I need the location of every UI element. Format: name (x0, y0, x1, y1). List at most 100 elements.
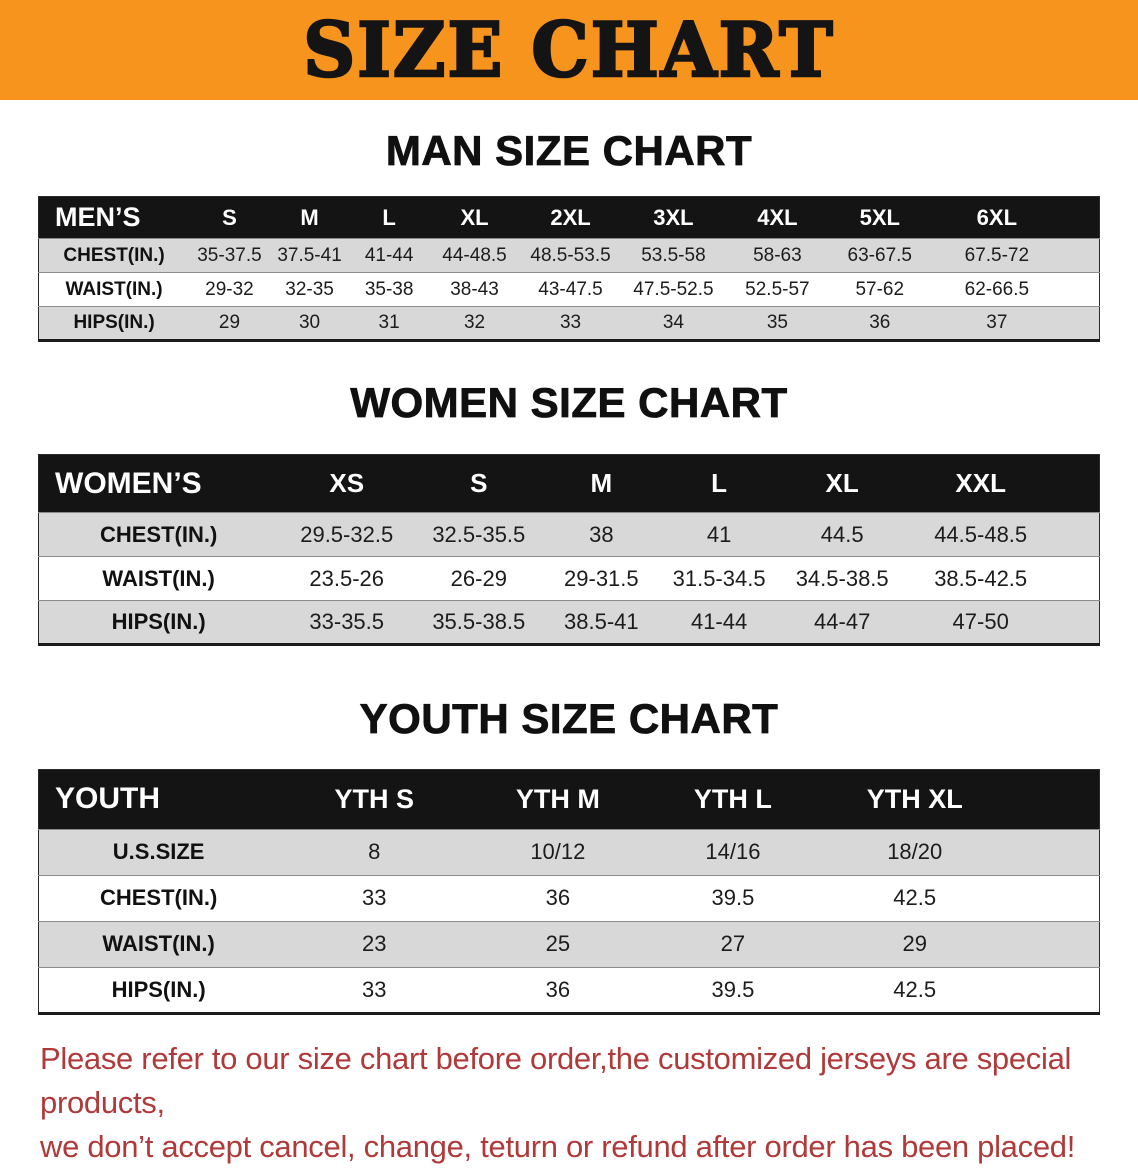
measurement-value: 27 (645, 920, 821, 968)
size-column-header: XS (278, 454, 416, 513)
measurement-value: 44.5-48.5 (906, 512, 1100, 557)
measurement-row: U.S.SIZE 8 10/12 14/16 18/20 (38, 828, 1100, 876)
measurement-value: 58-63 (725, 238, 829, 273)
measurement-value: 36 (470, 966, 646, 1014)
youth-size-section: YOUTH SIZE CHART YOUTH YTH S YTH M YTH L YTH… (38, 695, 1100, 1015)
size-column-header: 3XL (620, 196, 726, 239)
measurement-row: CHEST(IN.) 35-37.5 37.5-41 41-44 44-48.5 48.5… (38, 238, 1100, 273)
women-size-section: WOMEN SIZE CHART WOMEN’S XS S M L XL XXL CHEST(… (38, 379, 1100, 647)
measurement-value: 38.5-41 (542, 600, 661, 645)
size-column-header: YTH L (645, 769, 821, 830)
measurement-label: CHEST(IN.) (38, 238, 190, 273)
banner: SIZE CHART (0, 0, 1138, 100)
measurement-value: 43-47.5 (520, 272, 621, 307)
disclaimer: Please refer to our size chart before or… (38, 1037, 1100, 1169)
measurement-value: 32 (428, 306, 521, 341)
table-title-cell: YOUTH (38, 769, 279, 830)
measurement-value: 44.5 (777, 512, 907, 557)
measurement-value: 33 (278, 966, 471, 1014)
youth-section-heading: YOUTH SIZE CHART (359, 695, 779, 743)
measurement-value: 31 (349, 306, 429, 341)
measurement-value: 47.5-52.5 (620, 272, 726, 307)
measurement-row: CHEST(IN.) 29.5-32.5 32.5-35.5 38 41 44.5 44.5… (38, 512, 1100, 557)
measurement-label: WAIST(IN.) (38, 272, 190, 307)
measurement-value: 8 (278, 828, 471, 876)
size-column-header: 2XL (520, 196, 621, 239)
measurement-value: 42.5 (820, 966, 1100, 1014)
size-column-header: XL (777, 454, 907, 513)
header-row: YOUTH YTH S YTH M YTH L YTH XL (38, 769, 1100, 830)
measurement-value: 39.5 (645, 966, 821, 1014)
measurement-value: 34.5-38.5 (777, 556, 907, 601)
content: MAN SIZE CHART MEN’S S M L XL 2XL 3XL 4XL 5XL 6XL… (0, 127, 1138, 1169)
measurement-value: 53.5-58 (620, 238, 726, 273)
size-column-header: YTH M (470, 769, 646, 830)
youth-size-table: YOUTH YTH S YTH M YTH L YTH XL U.S.SIZE 8 10/12… (38, 768, 1100, 1015)
women-size-table: WOMEN’S XS S M L XL XXL CHEST(IN.) 29.5-32.5 32.5… (38, 454, 1100, 647)
measurement-row: HIPS(IN.) 29 30 31 32 33 34 35 36 37 (38, 306, 1100, 341)
women-section-heading: WOMEN SIZE CHART (350, 379, 788, 427)
measurement-value: 39.5 (645, 874, 821, 922)
men-size-section: MAN SIZE CHART MEN’S S M L XL 2XL 3XL 4XL 5XL 6XL… (38, 127, 1100, 343)
measurement-value: 29 (820, 920, 1100, 968)
measurement-value: 37.5-41 (269, 238, 350, 273)
measurement-value: 29 (189, 306, 270, 341)
measurement-value: 31.5-34.5 (660, 556, 778, 601)
header-row: MEN’S S M L XL 2XL 3XL 4XL 5XL 6XL (38, 196, 1100, 239)
measurement-value: 57-62 (828, 272, 931, 307)
measurement-value: 67.5-72 (930, 238, 1100, 273)
measurement-value: 38-43 (428, 272, 521, 307)
measurement-value: 38.5-42.5 (906, 556, 1100, 601)
measurement-value: 52.5-57 (725, 272, 829, 307)
measurement-value: 44-48.5 (428, 238, 521, 273)
measurement-label: U.S.SIZE (38, 828, 279, 876)
measurement-row: WAIST(IN.) 29-32 32-35 35-38 38-43 43-47.5 47.… (38, 272, 1100, 307)
size-column-header: YTH S (278, 769, 471, 830)
measurement-value: 36 (828, 306, 931, 341)
measurement-value: 62-66.5 (930, 272, 1100, 307)
measurement-row: WAIST(IN.) 23 25 27 29 (38, 920, 1100, 968)
table-title-cell: WOMEN’S (38, 454, 279, 513)
measurement-label: CHEST(IN.) (38, 512, 279, 557)
measurement-row: WAIST(IN.) 23.5-26 26-29 29-31.5 31.5-34.5 34… (38, 556, 1100, 601)
measurement-value: 33 (520, 306, 621, 341)
measurement-value: 41 (660, 512, 778, 557)
measurement-value: 41-44 (660, 600, 778, 645)
measurement-value: 35-38 (349, 272, 429, 307)
measurement-value: 35.5-38.5 (415, 600, 543, 645)
size-column-header: XL (428, 196, 521, 239)
measurement-row: CHEST(IN.) 33 36 39.5 42.5 (38, 874, 1100, 922)
measurement-row: HIPS(IN.) 33 36 39.5 42.5 (38, 966, 1100, 1014)
size-column-header: S (189, 196, 270, 239)
measurement-value: 42.5 (820, 874, 1100, 922)
size-column-header: M (269, 196, 350, 239)
measurement-value: 33 (278, 874, 471, 922)
measurement-label: HIPS(IN.) (38, 306, 190, 341)
size-column-header: M (542, 454, 661, 513)
disclaimer-line-2: we don’t accept cancel, change, teturn o… (40, 1128, 1076, 1164)
measurement-label: HIPS(IN.) (38, 600, 279, 645)
measurement-value: 14/16 (645, 828, 821, 876)
size-column-header: L (349, 196, 429, 239)
measurement-label: WAIST(IN.) (38, 920, 279, 968)
disclaimer-line-1: Please refer to our size chart before or… (40, 1040, 1072, 1120)
size-column-header: XXL (906, 454, 1100, 513)
size-column-header: 6XL (930, 196, 1100, 239)
men-section-heading: MAN SIZE CHART (385, 127, 753, 174)
table-title-cell: MEN’S (38, 196, 190, 239)
size-column-header: S (415, 454, 543, 513)
measurement-value: 48.5-53.5 (520, 238, 621, 273)
header-row: WOMEN’S XS S M L XL XXL (38, 454, 1100, 513)
measurement-value: 23.5-26 (278, 556, 416, 601)
measurement-value: 18/20 (820, 828, 1100, 876)
measurement-value: 44-47 (777, 600, 907, 645)
measurement-value: 32.5-35.5 (415, 512, 543, 557)
size-column-header: L (660, 454, 778, 513)
measurement-value: 23 (278, 920, 471, 968)
measurement-value: 34 (620, 306, 726, 341)
measurement-value: 29-32 (189, 272, 270, 307)
measurement-label: WAIST(IN.) (38, 556, 279, 601)
measurement-value: 35 (725, 306, 829, 341)
size-column-header: 5XL (828, 196, 931, 239)
